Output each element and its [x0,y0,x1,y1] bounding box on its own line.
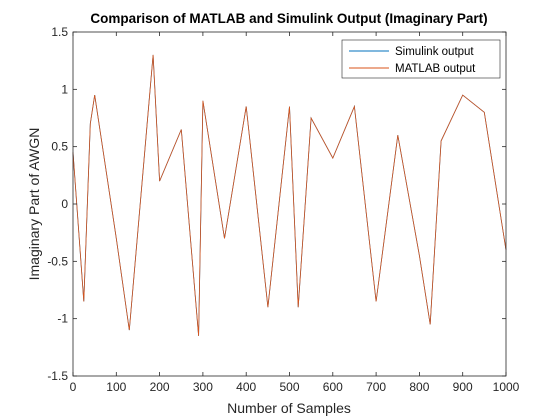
chart-title: Comparison of MATLAB and Simulink Output… [90,11,487,26]
x-tick-label: 300 [193,380,213,394]
x-tick-label: 1000 [493,380,520,394]
y-tick-label: -1.5 [47,369,68,383]
x-tick-label: 600 [323,380,343,394]
y-axis-label: Imaginary Part of AWGN [26,128,42,281]
y-tick-label: 1.5 [51,25,68,39]
x-tick-label: 400 [236,380,256,394]
axes-box [72,31,507,377]
legend-label-matlab: MATLAB output [395,63,476,75]
tick-layer: 0 100 200 300 400 500 600 700 800 900 1000 -1.5 -1 -0… [47,25,519,394]
y-tick-label: 1 [61,82,68,96]
x-tick-label: 100 [106,380,126,394]
y-tick-label: -1 [57,312,68,326]
y-tick-label: 0 [61,197,68,211]
series-line-matlab [72,54,507,336]
legend-box [341,39,501,79]
y-tick-label: -0.5 [47,254,68,268]
x-tick-label: 0 [70,380,77,394]
y-tick-label: 0.5 [51,140,68,154]
series-layer [72,54,507,336]
x-tick-label: 900 [453,380,473,394]
x-tick-label: 700 [366,380,386,394]
plot-area [73,32,506,376]
x-tick-label: 500 [279,380,299,394]
legend-label-simulink: Simulink output [395,46,474,58]
legend: Simulink output MATLAB output [341,39,501,79]
x-tick-label: 200 [150,380,170,394]
x-tick-label: 800 [409,380,429,394]
x-axis-label: Number of Samples [227,400,351,416]
